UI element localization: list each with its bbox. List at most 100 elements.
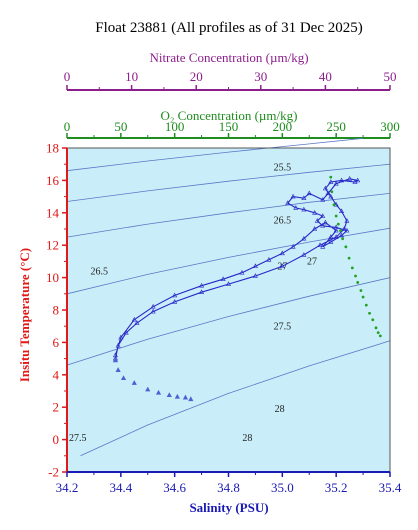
density-contour	[66, 137, 364, 172]
profile-point	[333, 234, 339, 239]
oxygen-point	[336, 222, 340, 226]
profile-point	[301, 195, 307, 201]
oxygen-point	[361, 295, 365, 299]
profile-point	[328, 239, 334, 244]
profile-point	[290, 243, 296, 249]
salinity-tick-label: 35.0	[271, 480, 294, 495]
profile-point	[239, 269, 245, 275]
chart-title: Float 23881 (All profiles as of 31 Dec 2…	[95, 20, 362, 36]
contour-label: 28	[275, 404, 285, 415]
profile-point	[328, 179, 334, 184]
profile-line	[114, 178, 360, 359]
density-contour-labels: 25.5 26.5 26.5 27 27 27.5 28 28 27.5	[69, 163, 317, 445]
salinity-tick-label: 34.4	[109, 480, 132, 495]
density-contours	[66, 137, 391, 457]
profile-point	[312, 209, 318, 215]
temperature-tick-label: 8	[53, 303, 60, 318]
profile-point	[301, 235, 307, 241]
profile-point	[314, 218, 320, 223]
contour-label: 27.5	[274, 321, 292, 332]
profile-point	[312, 226, 318, 231]
profile-point	[293, 205, 299, 210]
oxygen-point	[359, 289, 363, 292]
nitrate-tick-label: 0	[64, 69, 71, 84]
profile-point	[172, 292, 178, 298]
profile-point	[333, 227, 339, 233]
oxygen-point	[347, 256, 351, 260]
density-contour	[80, 340, 391, 457]
oxygen-point	[371, 318, 375, 322]
salinity-tick-label: 34.2	[56, 480, 79, 495]
profile-point	[120, 375, 127, 381]
profile-point	[199, 289, 205, 294]
oxygen-point	[368, 311, 371, 315]
temperature-tick-label: -2	[48, 465, 59, 480]
contour-label: 27	[307, 257, 317, 268]
profile-point	[182, 394, 189, 400]
temperature-tick-label: 2	[53, 400, 60, 415]
oxygen-point	[354, 274, 357, 278]
profile-point	[115, 342, 121, 348]
profile-point	[320, 222, 326, 228]
nitrate-tick-label: 30	[254, 69, 267, 84]
profile-point	[150, 303, 156, 309]
profile-point	[134, 320, 140, 325]
profile-point	[112, 357, 119, 363]
nitrate-axis-label: Nitrate Concentration (µm/kg)	[149, 50, 308, 65]
profile-point	[322, 219, 328, 225]
profile-point	[150, 308, 156, 314]
oxygen-axis: 0 50 100 150 200 250 300	[64, 119, 400, 139]
profile-point	[341, 226, 347, 231]
profile-point	[145, 386, 151, 392]
profile-point	[112, 352, 118, 358]
profile-point	[166, 392, 172, 398]
salinity-tick-label: 35.4	[379, 480, 402, 495]
nitrate-tick-label: 40	[319, 69, 332, 84]
nitrate-tick-label: 50	[384, 69, 397, 84]
oxygen-point	[376, 331, 380, 335]
oxygen-tick-label: 250	[326, 119, 346, 134]
profile-point	[131, 316, 137, 322]
profile-point	[172, 299, 178, 304]
nitrate-axis: 0 10 20 30 40 50	[64, 69, 397, 91]
oxygen-point	[341, 237, 345, 241]
profile-point	[339, 177, 345, 183]
salinity-tick-label: 35.2	[325, 480, 348, 495]
temperature-tick-label: 4	[53, 367, 60, 382]
profile-point	[279, 263, 285, 269]
oxygen-tick-label: 100	[165, 119, 185, 134]
oxygen-tick-label: 150	[219, 119, 239, 134]
oxygen-point	[374, 326, 378, 330]
profile-point	[199, 282, 205, 288]
profile-point	[317, 242, 323, 247]
nitrate-tick-label: 20	[190, 69, 203, 84]
profile-point	[285, 200, 291, 205]
oxygen-point	[339, 229, 342, 233]
temperature-tick-label: 6	[53, 335, 60, 350]
profile-point	[320, 197, 326, 202]
density-contour	[66, 277, 391, 366]
contour-label: 26.5	[274, 215, 292, 226]
profile-point	[339, 232, 345, 238]
oxygen-tick-label: 0	[64, 119, 71, 134]
profile-point	[118, 334, 124, 340]
profile-point	[174, 393, 180, 399]
profile-point	[225, 281, 232, 286]
profile-point	[131, 380, 137, 385]
temperature-tick-label: 18	[46, 141, 59, 156]
profile-point	[115, 367, 121, 372]
oxygen-tick-label: 50	[114, 119, 127, 134]
density-contour	[66, 193, 391, 238]
oxygen-point	[330, 190, 334, 194]
profile-point	[188, 396, 194, 402]
density-contour	[66, 163, 391, 202]
temperature-axis: -2 0 2 4 6 8 10 12 14 16 18	[46, 141, 68, 480]
oxygen-point	[334, 214, 338, 218]
oxygen-point	[356, 281, 360, 284]
profile-point	[301, 206, 307, 212]
profile-point	[279, 250, 285, 256]
salinity-axis: 34.2 34.4 34.6 34.8 35.0 35.2 35.4	[56, 471, 402, 495]
temperature-axis-label: Insitu Temperature (°C)	[17, 248, 32, 382]
profile-point	[328, 193, 334, 199]
